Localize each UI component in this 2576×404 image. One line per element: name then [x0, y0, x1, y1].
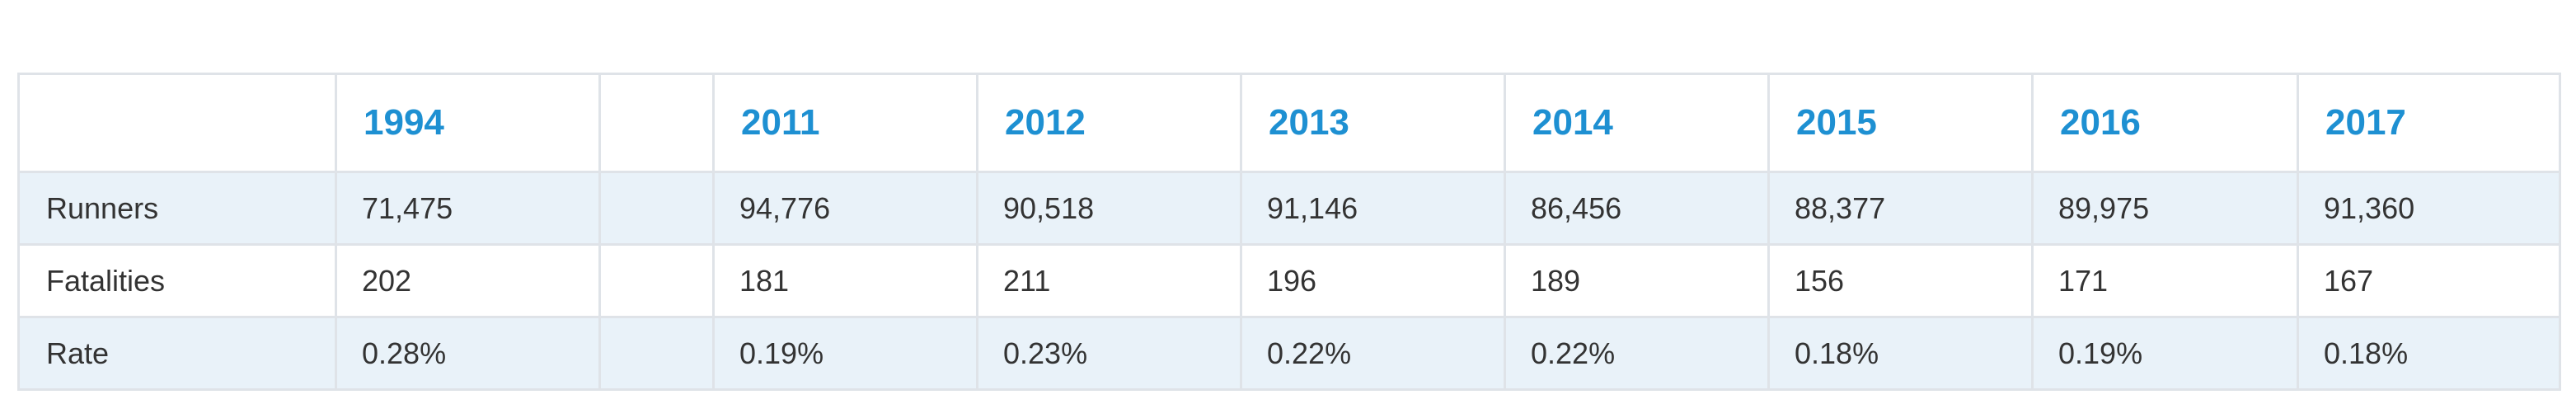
table-cell [598, 171, 715, 246]
header-cell-year: 2012 [976, 73, 1242, 173]
table-cell: 211 [976, 243, 1242, 318]
table-cell: 0.28% [335, 316, 601, 391]
row-label: Runners [17, 171, 337, 246]
header-cell-year: 2016 [2031, 73, 2299, 173]
table-cell: 91,360 [2297, 171, 2561, 246]
table-cell: 0.19% [712, 316, 978, 391]
table-cell: 167 [2297, 243, 2561, 318]
header-cell-year: 2013 [1240, 73, 1506, 173]
header-cell-year: 2017 [2297, 73, 2561, 173]
table-cell: 196 [1240, 243, 1506, 318]
header-cell-empty [598, 73, 715, 173]
header-cell-year: 2011 [712, 73, 978, 173]
table-cell: 71,475 [335, 171, 601, 246]
table-cell: 91,146 [1240, 171, 1506, 246]
table-cell [598, 243, 715, 318]
header-cell-year: 2014 [1504, 73, 1770, 173]
row-label: Fatalities [17, 243, 337, 318]
table-cell: 88,377 [1767, 171, 2034, 246]
table-row-rate: Rate 0.28% 0.19% 0.23% 0.22% 0.22% 0.18%… [17, 316, 2561, 391]
table-cell: 0.19% [2031, 316, 2299, 391]
table-cell: 90,518 [976, 171, 1242, 246]
table-cell: 0.18% [2297, 316, 2561, 391]
table-cell: 181 [712, 243, 978, 318]
table-cell: 89,975 [2031, 171, 2299, 246]
table-row-fatalities: Fatalities 202 181 211 196 189 156 171 1… [17, 243, 2561, 318]
runners-fatalities-table: 1994 2011 2012 2013 2014 2015 2016 2017 … [17, 73, 2561, 391]
table-cell: 156 [1767, 243, 2034, 318]
header-cell-year: 1994 [335, 73, 601, 173]
header-row: 1994 2011 2012 2013 2014 2015 2016 2017 [17, 73, 2561, 173]
table-cell: 171 [2031, 243, 2299, 318]
table-cell: 0.18% [1767, 316, 2034, 391]
table-cell [598, 316, 715, 391]
table-cell: 189 [1504, 243, 1770, 318]
header-cell-empty [17, 73, 337, 173]
header-cell-year: 2015 [1767, 73, 2034, 173]
table-cell: 202 [335, 243, 601, 318]
table-cell: 94,776 [712, 171, 978, 246]
table-cell: 86,456 [1504, 171, 1770, 246]
table-cell: 0.22% [1240, 316, 1506, 391]
data-table-container: 1994 2011 2012 2013 2014 2015 2016 2017 … [17, 73, 2561, 391]
table-row-runners: Runners 71,475 94,776 90,518 91,146 86,4… [17, 171, 2561, 246]
table-cell: 0.22% [1504, 316, 1770, 391]
table-cell: 0.23% [976, 316, 1242, 391]
row-label: Rate [17, 316, 337, 391]
